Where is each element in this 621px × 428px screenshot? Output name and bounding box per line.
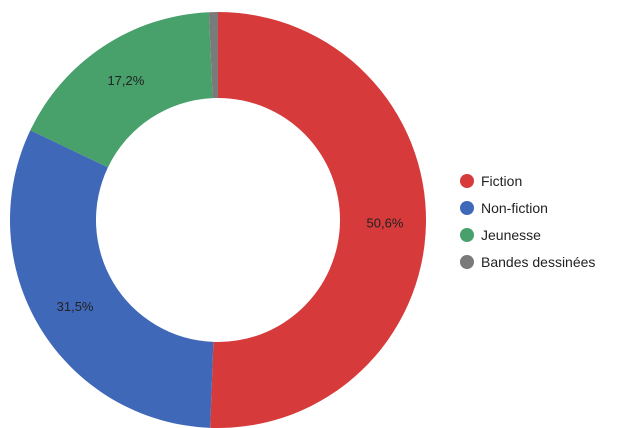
legend-label: Bandes dessinées bbox=[481, 254, 595, 270]
slice-label-fiction: 50,6% bbox=[367, 216, 404, 231]
legend: Fiction Non-fiction Jeunesse Bandes dessiné… bbox=[460, 173, 595, 270]
legend-item-fiction: Fiction bbox=[460, 173, 522, 189]
legend-label: Jeunesse bbox=[481, 227, 541, 243]
slice-jeunesse bbox=[30, 12, 213, 168]
slice-fiction bbox=[210, 12, 426, 428]
legend-item-bandes-dessinees: Bandes dessinées bbox=[460, 254, 595, 270]
legend-swatch bbox=[460, 201, 474, 215]
legend-item-jeunesse: Jeunesse bbox=[460, 227, 541, 243]
slice-labels: 50,6% 31,5% 17,2% bbox=[57, 73, 404, 314]
slice-non-fiction bbox=[9, 130, 214, 428]
slice-label-jeunesse: 17,2% bbox=[107, 73, 144, 88]
donut-slices bbox=[9, 12, 426, 428]
slice-bandes-dessinees bbox=[208, 12, 218, 99]
slice-label-non-fiction: 31,5% bbox=[57, 299, 94, 314]
legend-swatch bbox=[460, 228, 474, 242]
legend-swatch bbox=[460, 174, 474, 188]
legend-label: Non-fiction bbox=[481, 200, 548, 216]
legend-label: Fiction bbox=[481, 173, 522, 189]
legend-swatch bbox=[460, 255, 474, 269]
legend-item-non-fiction: Non-fiction bbox=[460, 200, 548, 216]
